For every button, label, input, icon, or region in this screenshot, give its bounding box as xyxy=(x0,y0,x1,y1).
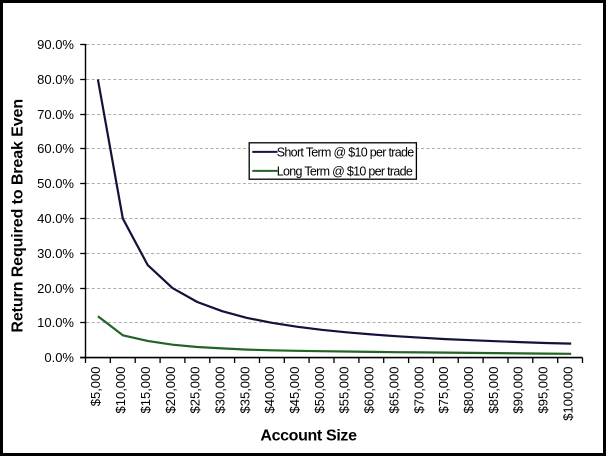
svg-text:$90,000: $90,000 xyxy=(511,367,526,414)
svg-text:$95,000: $95,000 xyxy=(536,367,551,414)
svg-text:0.0%: 0.0% xyxy=(44,350,74,365)
svg-text:$50,000: $50,000 xyxy=(312,367,327,414)
svg-text:20.0%: 20.0% xyxy=(37,281,74,296)
svg-text:$75,000: $75,000 xyxy=(436,367,451,414)
svg-text:70.0%: 70.0% xyxy=(37,107,74,122)
svg-text:$80,000: $80,000 xyxy=(461,367,476,414)
svg-text:90.0%: 90.0% xyxy=(37,37,74,52)
svg-text:$30,000: $30,000 xyxy=(213,367,228,414)
svg-text:80.0%: 80.0% xyxy=(37,72,74,87)
svg-text:Short Term @ $10 per trade: Short Term @ $10 per trade xyxy=(277,145,414,159)
svg-text:$55,000: $55,000 xyxy=(337,367,352,414)
svg-text:$40,000: $40,000 xyxy=(262,367,277,414)
svg-text:$20,000: $20,000 xyxy=(163,367,178,414)
svg-text:60.0%: 60.0% xyxy=(37,141,74,156)
svg-text:$100,000: $100,000 xyxy=(560,367,575,421)
svg-text:$35,000: $35,000 xyxy=(237,367,252,414)
svg-text:$85,000: $85,000 xyxy=(486,367,501,414)
svg-text:$70,000: $70,000 xyxy=(411,367,426,414)
svg-text:$5,000: $5,000 xyxy=(88,367,103,407)
svg-text:$45,000: $45,000 xyxy=(287,367,302,414)
svg-text:Account Size: Account Size xyxy=(260,428,357,445)
svg-text:Return Required to Break Even: Return Required to Break Even xyxy=(10,99,27,333)
svg-text:Long Term @ $10 per trade: Long Term @ $10 per trade xyxy=(277,164,413,178)
svg-text:50.0%: 50.0% xyxy=(37,176,74,191)
svg-text:40.0%: 40.0% xyxy=(37,211,74,226)
svg-text:$25,000: $25,000 xyxy=(188,367,203,414)
svg-text:30.0%: 30.0% xyxy=(37,246,74,261)
svg-text:$60,000: $60,000 xyxy=(362,367,377,414)
svg-text:$15,000: $15,000 xyxy=(138,367,153,414)
svg-text:$65,000: $65,000 xyxy=(386,367,401,414)
svg-text:10.0%: 10.0% xyxy=(37,315,74,330)
svg-text:$10,000: $10,000 xyxy=(113,367,128,414)
